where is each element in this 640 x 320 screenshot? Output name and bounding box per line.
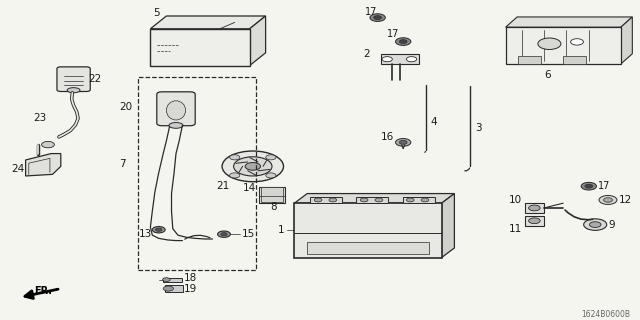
Bar bbox=[506, 27, 621, 64]
Text: 13: 13 bbox=[139, 229, 152, 239]
Polygon shape bbox=[294, 194, 454, 203]
Bar bbox=[356, 197, 388, 203]
Text: 17: 17 bbox=[598, 181, 610, 191]
Circle shape bbox=[589, 222, 601, 228]
Circle shape bbox=[370, 14, 385, 21]
Bar bbox=[310, 197, 342, 203]
Bar bbox=[261, 188, 283, 202]
Ellipse shape bbox=[67, 88, 80, 93]
Bar bbox=[150, 29, 250, 66]
Circle shape bbox=[245, 163, 260, 170]
Text: 23: 23 bbox=[33, 113, 46, 124]
Circle shape bbox=[406, 57, 417, 62]
Text: 17: 17 bbox=[365, 7, 377, 17]
Text: 20: 20 bbox=[119, 102, 132, 112]
Text: 7: 7 bbox=[120, 159, 126, 169]
Text: 15: 15 bbox=[242, 229, 255, 239]
Circle shape bbox=[571, 39, 584, 45]
Bar bbox=[563, 56, 586, 64]
Polygon shape bbox=[442, 194, 454, 258]
Bar bbox=[294, 203, 442, 258]
Circle shape bbox=[152, 227, 165, 233]
Polygon shape bbox=[150, 16, 266, 29]
Circle shape bbox=[230, 173, 240, 178]
Polygon shape bbox=[381, 54, 419, 64]
Circle shape bbox=[314, 198, 322, 202]
Text: 12: 12 bbox=[619, 195, 632, 205]
Text: 3: 3 bbox=[475, 123, 481, 133]
Circle shape bbox=[234, 157, 272, 176]
Circle shape bbox=[163, 278, 170, 282]
Text: 24: 24 bbox=[11, 164, 24, 174]
Polygon shape bbox=[621, 17, 632, 64]
Circle shape bbox=[156, 228, 162, 231]
Circle shape bbox=[421, 198, 429, 202]
Circle shape bbox=[266, 173, 276, 178]
Text: 2: 2 bbox=[363, 49, 369, 60]
Text: 17: 17 bbox=[387, 28, 399, 39]
Ellipse shape bbox=[166, 101, 186, 120]
Circle shape bbox=[382, 57, 392, 62]
Circle shape bbox=[584, 219, 607, 230]
Ellipse shape bbox=[186, 34, 224, 52]
Text: 21: 21 bbox=[216, 180, 230, 191]
Circle shape bbox=[529, 205, 540, 211]
Text: 16: 16 bbox=[380, 132, 394, 142]
Circle shape bbox=[581, 182, 596, 190]
Text: 9: 9 bbox=[609, 220, 615, 229]
Bar bbox=[165, 285, 183, 292]
Circle shape bbox=[538, 38, 561, 50]
Circle shape bbox=[529, 218, 540, 224]
Bar bbox=[403, 197, 435, 203]
Text: 4: 4 bbox=[430, 116, 436, 127]
Text: 1624B0600B: 1624B0600B bbox=[581, 310, 630, 319]
FancyBboxPatch shape bbox=[57, 67, 90, 92]
FancyBboxPatch shape bbox=[157, 92, 195, 126]
Text: 5: 5 bbox=[154, 8, 160, 18]
Bar bbox=[163, 278, 182, 282]
Text: 11: 11 bbox=[508, 224, 522, 234]
Text: 14: 14 bbox=[243, 183, 256, 193]
Circle shape bbox=[599, 196, 617, 204]
Text: 19: 19 bbox=[184, 284, 197, 293]
Polygon shape bbox=[506, 17, 632, 27]
Circle shape bbox=[329, 198, 337, 202]
Circle shape bbox=[399, 140, 407, 144]
Circle shape bbox=[396, 38, 411, 45]
Text: 8: 8 bbox=[270, 202, 276, 212]
Circle shape bbox=[360, 198, 368, 202]
Text: 10: 10 bbox=[508, 195, 522, 205]
Circle shape bbox=[218, 231, 230, 237]
Circle shape bbox=[396, 139, 411, 146]
Text: 6: 6 bbox=[544, 70, 550, 80]
Circle shape bbox=[163, 286, 173, 291]
Ellipse shape bbox=[169, 123, 183, 128]
Circle shape bbox=[374, 16, 381, 20]
Bar bbox=[138, 77, 256, 270]
Circle shape bbox=[375, 198, 383, 202]
Circle shape bbox=[585, 184, 593, 188]
Circle shape bbox=[221, 233, 227, 236]
Text: 1: 1 bbox=[278, 225, 285, 235]
Circle shape bbox=[222, 151, 284, 182]
Circle shape bbox=[266, 155, 276, 160]
Bar bbox=[518, 56, 541, 64]
Bar bbox=[525, 203, 544, 213]
Bar bbox=[307, 242, 429, 254]
Circle shape bbox=[42, 141, 54, 148]
Polygon shape bbox=[250, 16, 266, 66]
Text: 22: 22 bbox=[88, 74, 102, 84]
Circle shape bbox=[230, 155, 240, 160]
Circle shape bbox=[399, 40, 407, 44]
Polygon shape bbox=[26, 154, 61, 176]
Bar bbox=[259, 187, 285, 203]
Text: FR.: FR. bbox=[35, 286, 52, 296]
Text: 18: 18 bbox=[184, 273, 197, 283]
Circle shape bbox=[604, 198, 612, 202]
Bar bbox=[525, 216, 544, 226]
Circle shape bbox=[406, 198, 414, 202]
